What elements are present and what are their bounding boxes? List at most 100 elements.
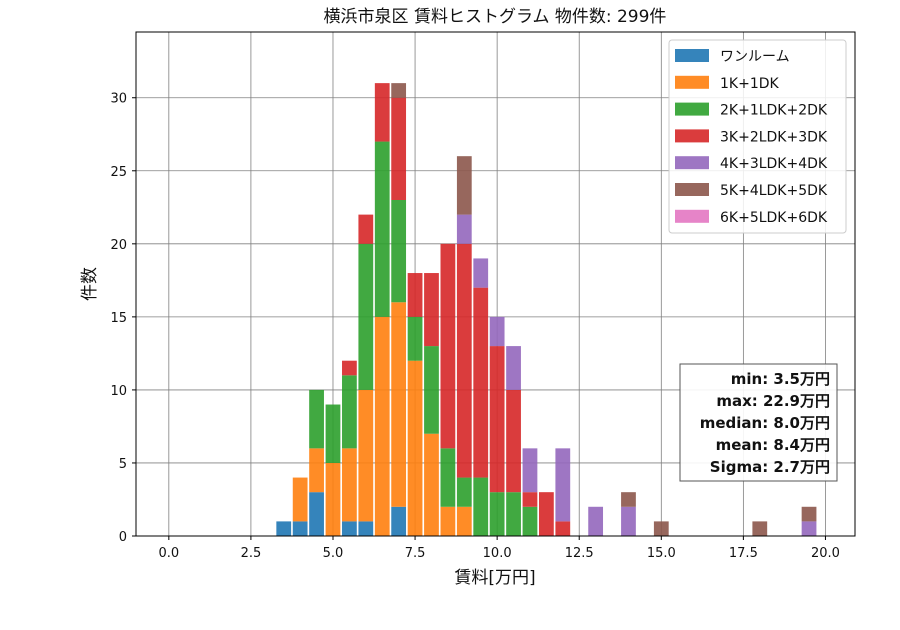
bar-segment (522, 492, 538, 507)
bar-segment (391, 200, 407, 303)
bar-segment (752, 521, 768, 536)
bar-segment (489, 316, 505, 347)
bar-segment (276, 521, 292, 536)
x-tick-label: 20.0 (811, 546, 840, 561)
bar-segment (424, 433, 439, 536)
y-tick-label: 15 (110, 311, 127, 326)
bar-segment (424, 346, 439, 434)
y-tick-label: 0 (119, 530, 127, 545)
bar-segment (342, 521, 357, 536)
bar-segment (374, 141, 390, 317)
bar-segment (391, 302, 407, 507)
legend-label: 4K+3LDK+4DK (720, 156, 828, 172)
bar-segment (456, 156, 472, 215)
stat-sigma: Sigma: 2.7万円 (710, 458, 830, 476)
bar-segment (292, 477, 308, 522)
y-tick-label: 20 (110, 238, 127, 253)
bar-segment (407, 273, 423, 317)
bar-segment (489, 492, 505, 536)
bars (276, 83, 817, 536)
bar-segment (391, 83, 407, 98)
bar-segment (588, 506, 604, 536)
legend-swatch (675, 102, 709, 116)
legend-label: 6K+5LDK+6DK (720, 210, 828, 226)
bar-segment (407, 316, 423, 361)
bar-segment (456, 477, 472, 507)
bar-segment (456, 506, 472, 536)
bar-segment (358, 214, 374, 244)
legend-swatch (675, 209, 709, 223)
bar-segment (621, 506, 636, 536)
y-tick-label: 30 (110, 92, 127, 107)
legend-label: 3K+2LDK+3DK (720, 129, 828, 145)
bar-segment (391, 506, 407, 536)
bar-segment (522, 506, 538, 536)
x-tick-label: 5.0 (323, 546, 344, 561)
legend-label: 2K+1LDK+2DK (720, 103, 828, 119)
legend-swatch (675, 49, 709, 62)
bar-segment (506, 389, 521, 493)
bar-segment (374, 316, 390, 536)
x-axis-ticks: 0.0 2.5 5.0 7.5 10.0 12.5 15.0 17.5 20.0 (158, 536, 840, 561)
stats-box: min: 3.5万円 max: 22.9万円 median: 8.0万円 mea… (679, 363, 838, 482)
bar-segment (440, 506, 456, 536)
bar-segment (440, 448, 456, 507)
bar-segment (342, 360, 357, 376)
x-tick-label: 15.0 (647, 546, 676, 561)
bar-segment (342, 375, 357, 449)
y-tick-label: 25 (110, 165, 127, 180)
bar-segment (358, 389, 374, 522)
bar-segment (325, 404, 341, 463)
bar-segment (358, 521, 374, 536)
y-tick-label: 10 (110, 384, 127, 399)
bar-segment (621, 492, 636, 507)
legend-swatch (675, 156, 709, 170)
bar-segment (374, 83, 390, 142)
bar-segment (473, 287, 489, 478)
legend-label: ワンルーム (720, 49, 790, 65)
y-tick-label: 5 (119, 457, 127, 472)
x-tick-label: 2.5 (241, 546, 262, 561)
bar-segment (407, 360, 423, 536)
legend-swatch (675, 75, 709, 89)
x-tick-label: 10.0 (483, 546, 512, 561)
bar-segment (506, 492, 521, 536)
bar-segment (309, 492, 324, 536)
x-tick-label: 17.5 (729, 546, 758, 561)
bar-segment (473, 258, 489, 288)
legend: ワンルーム 1K+1DK 2K+1LDK+2DK 3K+2LDK+3DK 4K+3LDK… (668, 39, 847, 234)
chart-title: 横浜市泉区 賃料ヒストグラム 物件数: 299件 (324, 7, 667, 27)
bar-segment (489, 346, 505, 493)
bar-segment (391, 97, 407, 200)
plot-frame (135, 31, 856, 537)
legend-swatch (675, 129, 709, 143)
bar-segment (473, 477, 489, 536)
x-axis-label: 賃料[万円] (454, 568, 535, 588)
bar-segment (342, 448, 357, 522)
stats-box-frame (679, 363, 838, 482)
bar-segment (522, 448, 538, 493)
bar-segment (506, 346, 521, 390)
stat-max: max: 22.9万円 (716, 392, 830, 410)
bar-segment (440, 243, 456, 449)
legend-label: 5K+4LDK+5DK (720, 183, 828, 199)
bar-segment (309, 448, 324, 493)
bar-segment (801, 506, 817, 522)
legend-swatch (675, 183, 709, 196)
legend-box (668, 39, 847, 234)
bar-segment (555, 448, 571, 522)
legend-label: 1K+1DK (720, 76, 780, 92)
bar-segment (456, 243, 472, 478)
bar-segment (653, 521, 669, 536)
bar-segment (292, 521, 308, 536)
bar-segment (539, 492, 554, 536)
bar-segment (555, 521, 571, 536)
bar-segment (325, 462, 341, 536)
stat-mean: mean: 8.4万円 (716, 436, 830, 454)
bar-segment (801, 521, 817, 536)
x-tick-label: 0.0 (158, 546, 179, 561)
bar-segment (358, 243, 374, 390)
bar-segment (309, 389, 324, 449)
bar-segment (456, 214, 472, 244)
